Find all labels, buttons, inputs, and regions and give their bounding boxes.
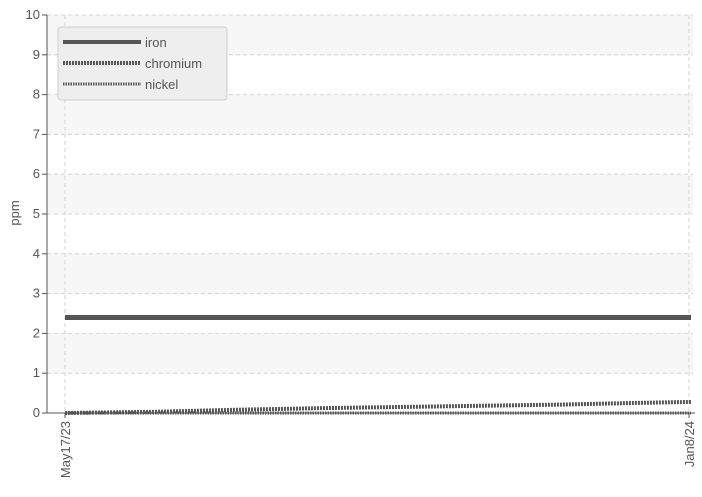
legend: iron chromium nickel xyxy=(57,26,228,101)
y-tick-label: 8 xyxy=(33,87,40,102)
legend-label-iron: iron xyxy=(145,35,167,50)
y-tick-label: 4 xyxy=(33,246,40,261)
legend-box xyxy=(57,26,228,101)
y-tick-label: 3 xyxy=(33,286,40,301)
y-tick-labels: 0 1 2 3 4 5 6 7 8 9 10 xyxy=(26,7,47,420)
y-tick-label: 2 xyxy=(33,325,40,340)
y-tick-label: 10 xyxy=(26,7,40,22)
y-tick-label: 9 xyxy=(33,47,40,62)
x-tick-labels: May17/23 Jan8/24 xyxy=(58,413,697,478)
band xyxy=(47,253,693,294)
y-tick-label: 0 xyxy=(33,405,40,420)
y-tick-label: 5 xyxy=(33,206,40,221)
y-tick-label: 7 xyxy=(33,126,40,141)
y-axis-title: ppm xyxy=(7,200,22,225)
y-tick-label: 6 xyxy=(33,166,40,181)
band xyxy=(47,333,693,374)
x-tick-label: Jan8/24 xyxy=(682,421,697,467)
series-lines xyxy=(64,315,692,415)
legend-label-chromium: chromium xyxy=(145,56,202,71)
x-tick-label: May17/23 xyxy=(58,421,73,478)
legend-label-nickel: nickel xyxy=(145,77,178,92)
band xyxy=(47,174,693,214)
series-line-chromium xyxy=(64,399,692,415)
band xyxy=(47,94,693,135)
y-tick-label: 1 xyxy=(33,365,40,380)
